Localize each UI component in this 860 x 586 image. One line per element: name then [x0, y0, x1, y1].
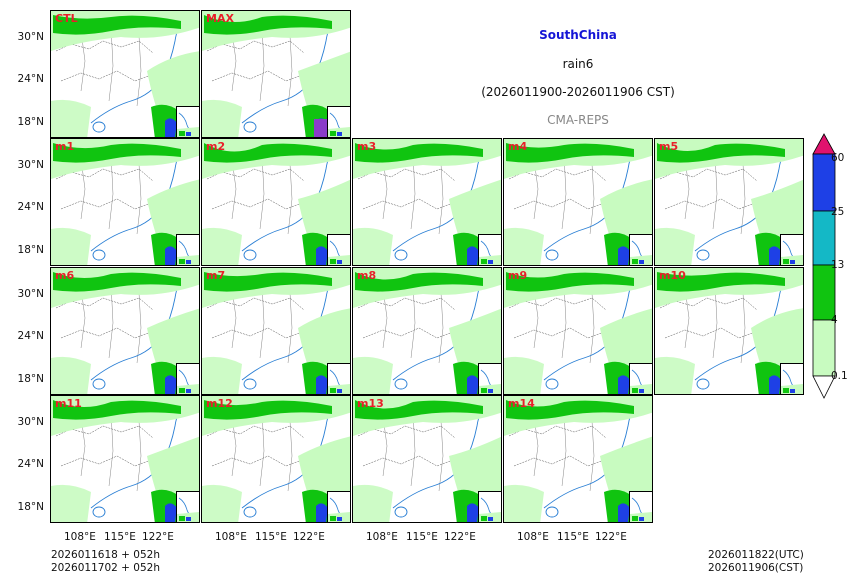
lon-tick-label: 115°E	[255, 531, 287, 543]
lon-tick-label: 122°E	[595, 531, 627, 543]
lat-tick-label: 24°N	[17, 73, 44, 85]
south-china-sea-inset	[327, 363, 350, 394]
lat-tick-label: 24°N	[17, 201, 44, 213]
valid-time-info: 2026011822(UTC) 2026011906(CST)	[708, 549, 804, 575]
valid-time-cst: 2026011906(CST)	[708, 562, 804, 574]
system-title: CMA-REPS	[547, 113, 609, 127]
south-china-sea-inset	[478, 491, 501, 522]
lon-tick-label: 115°E	[104, 531, 136, 543]
panel-label: m4	[508, 140, 528, 153]
map-panel-max: MAX	[201, 10, 351, 138]
south-china-sea-inset	[780, 234, 803, 265]
period-title: (2026011900-2026011906 CST)	[481, 85, 675, 99]
lon-tick-label: 115°E	[406, 531, 438, 543]
south-china-sea-inset	[327, 491, 350, 522]
panel-label: m1	[55, 140, 75, 153]
panel-label: m14	[508, 397, 535, 410]
panel-label: m3	[357, 140, 377, 153]
lat-tick-label: 18°N	[17, 244, 44, 256]
colorbar-label-13: 13	[831, 259, 845, 271]
south-china-sea-inset	[176, 491, 199, 522]
map-panel-m5: m5	[654, 138, 804, 266]
colorbar-max-triangle	[812, 133, 836, 155]
colorbar-label-4: 4	[831, 314, 838, 326]
lat-tick-label: 18°N	[17, 116, 44, 128]
lon-tick-label: 122°E	[293, 531, 325, 543]
map-panel-m3: m3	[352, 138, 502, 266]
variable-title: rain6	[562, 57, 594, 71]
colorbar-label-0.1: 0.1	[831, 370, 848, 382]
lon-tick-label: 122°E	[444, 531, 476, 543]
region-title: SouthChina	[539, 28, 617, 42]
south-china-sea-inset	[478, 234, 501, 265]
init-time-info: 2026011618 + 052h 2026011702 + 052h	[51, 549, 160, 575]
south-china-sea-inset	[780, 363, 803, 394]
colorbar-seg-0.1-4	[812, 319, 836, 377]
lat-tick-label: 30°N	[17, 416, 44, 428]
panel-label: MAX	[206, 12, 234, 25]
init-time-line2: 2026011702 + 052h	[51, 562, 160, 574]
panel-label: m8	[357, 269, 377, 282]
south-china-sea-inset	[327, 234, 350, 265]
map-panel-m14: m14	[503, 395, 653, 523]
valid-time-utc: 2026011822(UTC)	[708, 549, 804, 561]
colorbar	[812, 133, 836, 399]
map-panel-m7: m7	[201, 267, 351, 395]
map-panel-m8: m8	[352, 267, 502, 395]
south-china-sea-inset	[629, 491, 652, 522]
panel-label: m2	[206, 140, 226, 153]
lon-tick-label: 108°E	[366, 531, 398, 543]
colorbar-seg-4-13	[812, 264, 836, 321]
lon-tick-label: 122°E	[142, 531, 174, 543]
map-panel-m4: m4	[503, 138, 653, 266]
map-panel-ctl: CTL	[50, 10, 200, 138]
panel-label: m6	[55, 269, 75, 282]
colorbar-seg-13-25	[812, 210, 836, 266]
colorbar-label-60: 60	[831, 152, 845, 164]
lat-tick-label: 30°N	[17, 159, 44, 171]
lat-tick-label: 18°N	[17, 373, 44, 385]
map-panel-m6: m6	[50, 267, 200, 395]
lat-tick-label: 18°N	[17, 501, 44, 513]
south-china-sea-inset	[176, 234, 199, 265]
lat-tick-label: 30°N	[17, 288, 44, 300]
lon-tick-label: 108°E	[64, 531, 96, 543]
lon-tick-label: 108°E	[517, 531, 549, 543]
map-panel-m9: m9	[503, 267, 653, 395]
init-time-line1: 2026011618 + 052h	[51, 549, 160, 561]
map-panel-m2: m2	[201, 138, 351, 266]
south-china-sea-inset	[478, 363, 501, 394]
south-china-sea-inset	[176, 363, 199, 394]
lat-tick-label: 30°N	[17, 31, 44, 43]
map-panel-m10: m10	[654, 267, 804, 395]
panel-label: m7	[206, 269, 226, 282]
panel-label: m10	[659, 269, 686, 282]
south-china-sea-inset	[629, 363, 652, 394]
colorbar-min-triangle	[812, 375, 836, 399]
south-china-sea-inset	[629, 234, 652, 265]
lon-tick-label: 108°E	[215, 531, 247, 543]
panel-label: m13	[357, 397, 384, 410]
map-panel-m13: m13	[352, 395, 502, 523]
panel-label: m11	[55, 397, 82, 410]
panel-label: m5	[659, 140, 679, 153]
panel-label: m12	[206, 397, 233, 410]
panel-label: CTL	[55, 12, 78, 25]
map-panel-m12: m12	[201, 395, 351, 523]
south-china-sea-inset	[176, 106, 199, 137]
lon-tick-label: 115°E	[557, 531, 589, 543]
lat-tick-label: 24°N	[17, 330, 44, 342]
colorbar-label-25: 25	[831, 206, 845, 218]
lat-tick-label: 24°N	[17, 458, 44, 470]
panel-label: m9	[508, 269, 528, 282]
map-panel-m11: m11	[50, 395, 200, 523]
map-panel-m1: m1	[50, 138, 200, 266]
south-china-sea-inset	[327, 106, 350, 137]
